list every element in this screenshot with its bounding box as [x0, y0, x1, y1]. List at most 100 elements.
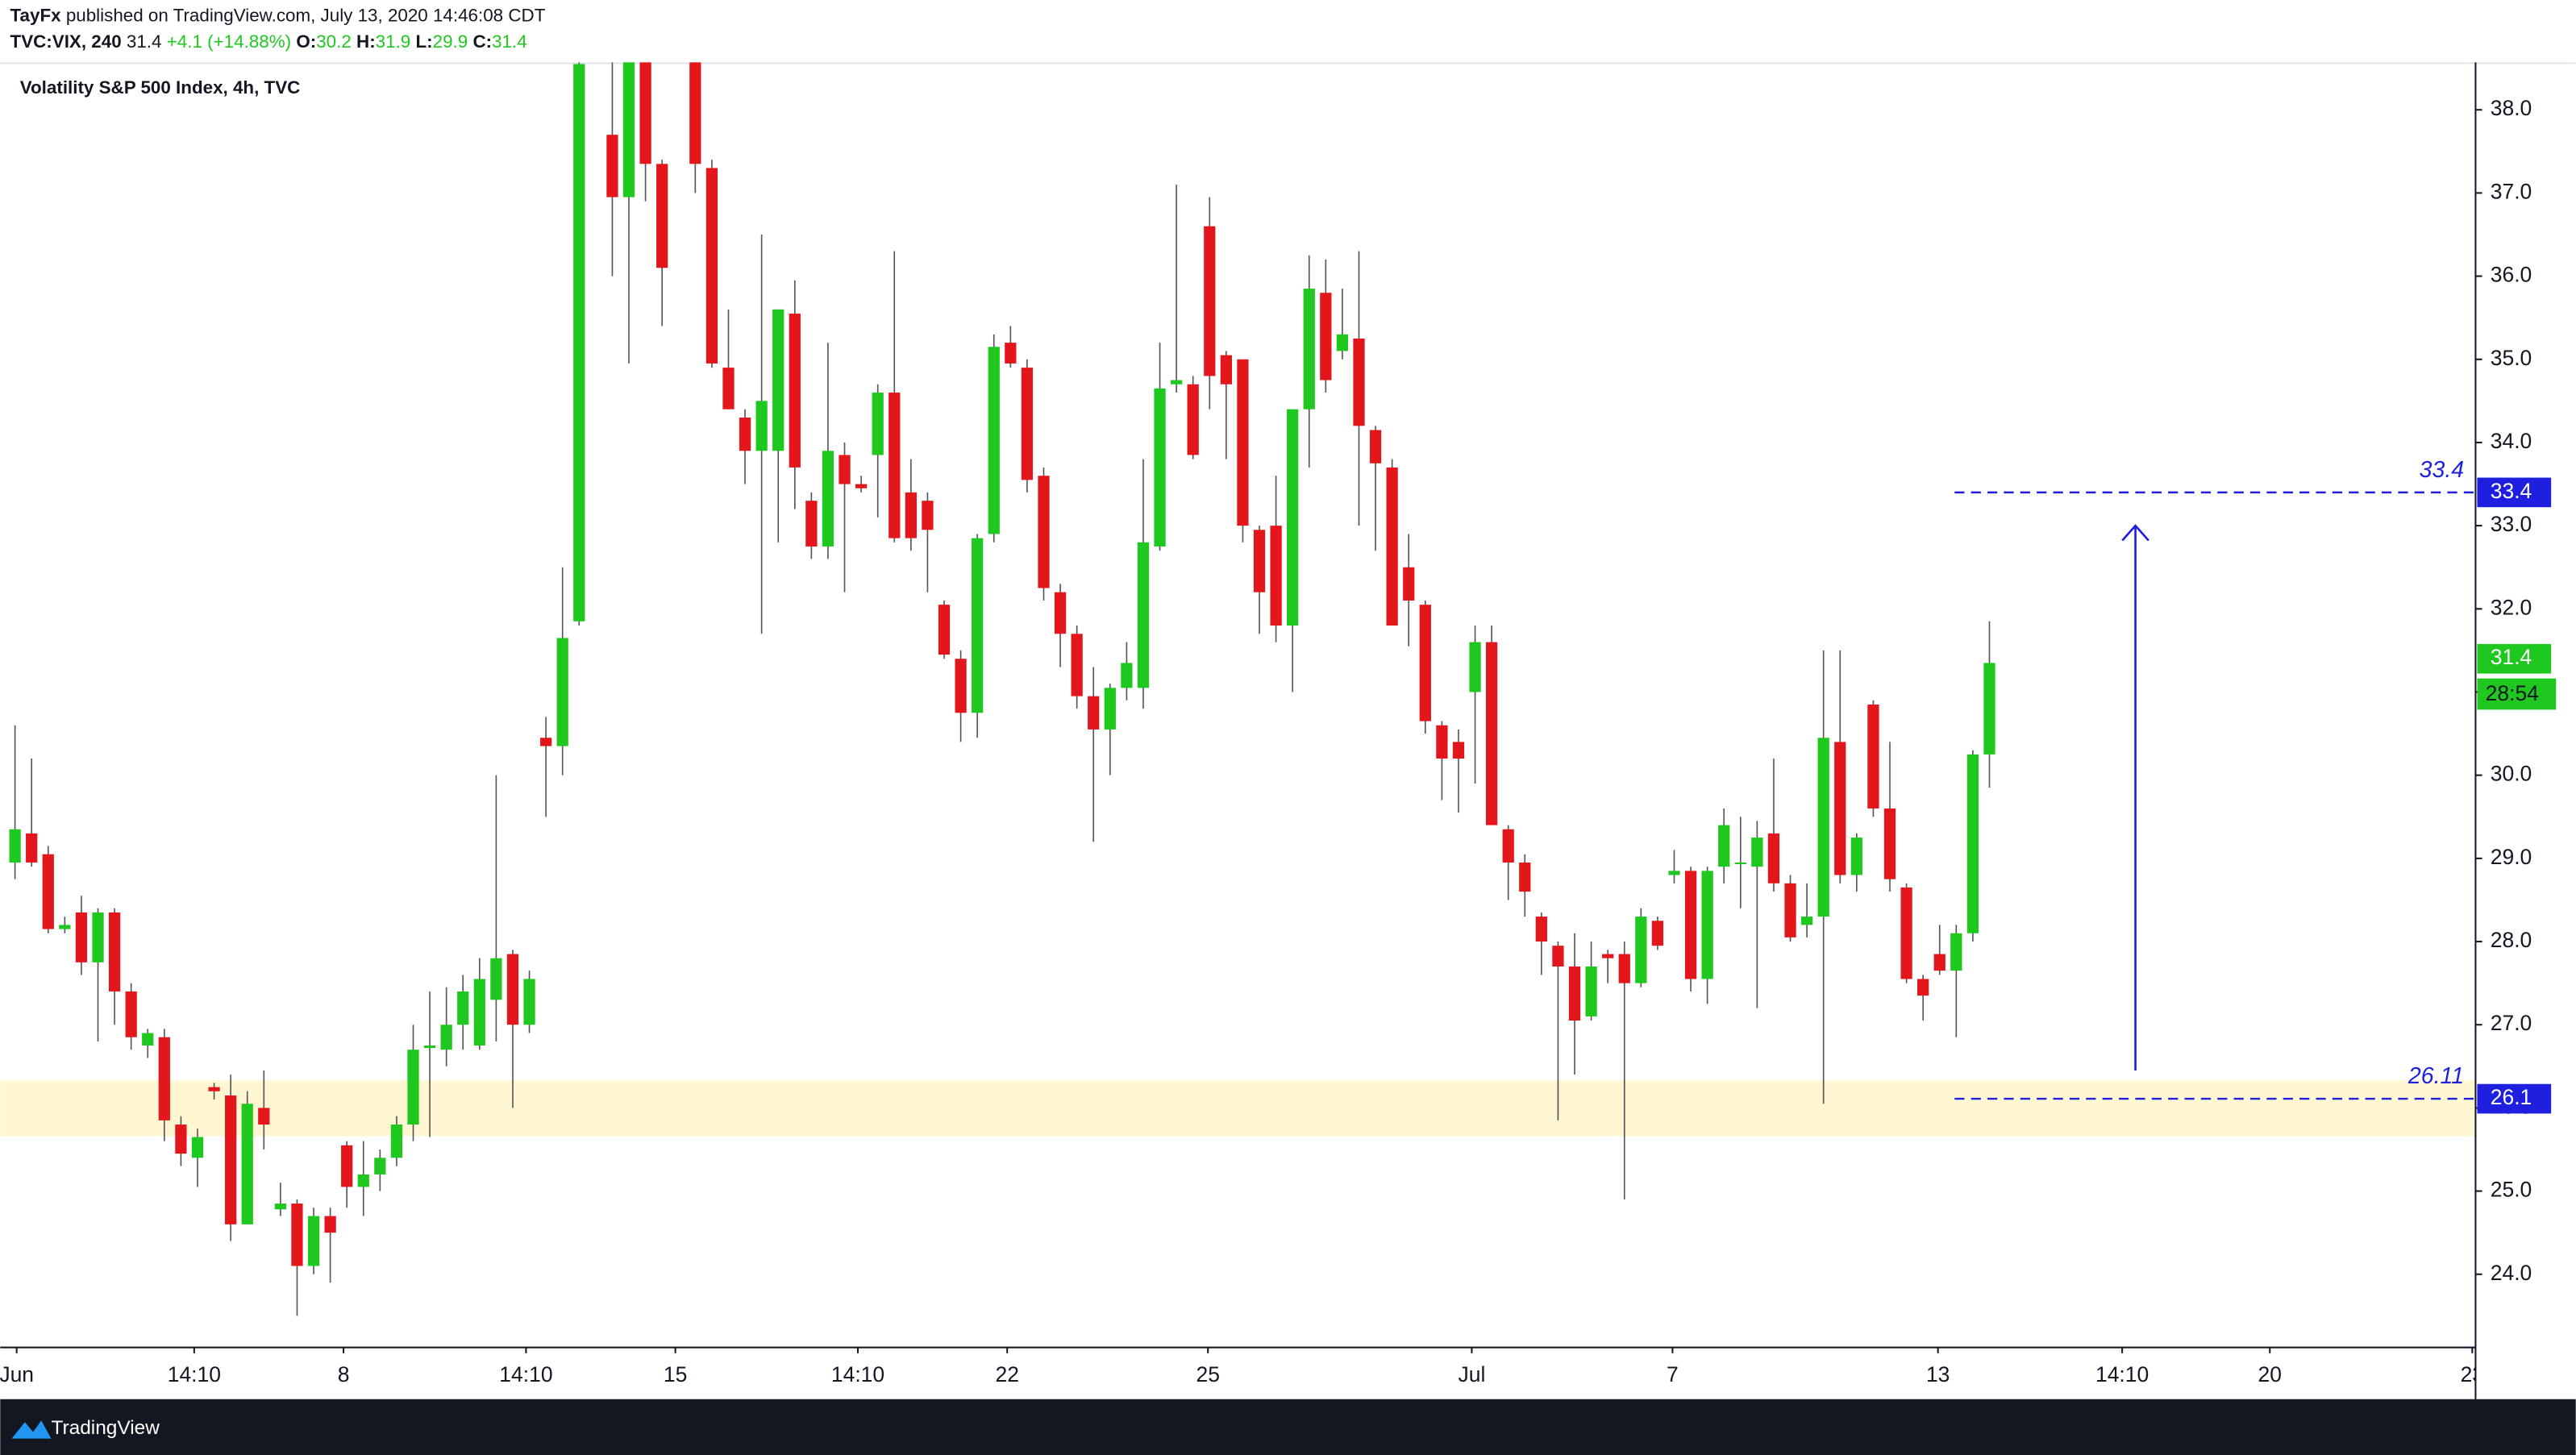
candle-body: [142, 1033, 154, 1046]
candle-body: [291, 1203, 303, 1266]
y-tick-label: 35.0: [2491, 346, 2532, 370]
candle-body: [1966, 754, 1979, 933]
candle-body: [407, 1050, 419, 1125]
y-tick-label: 37.0: [2491, 179, 2532, 203]
candle-body: [689, 62, 701, 164]
candle-body: [1900, 887, 1912, 979]
level-label: 33.4: [2420, 457, 2465, 483]
candle-body: [1817, 738, 1829, 917]
candle-body: [1950, 933, 1962, 971]
ohlc-value: 29.9: [433, 31, 468, 52]
ohlc-key: L:: [415, 31, 432, 52]
candle-body: [490, 958, 502, 1000]
level-tag: [2477, 477, 2552, 508]
candle-body: [473, 979, 485, 1046]
candle-body: [1170, 380, 1183, 385]
top-border: [0, 62, 2576, 64]
candle-body: [872, 393, 884, 455]
y-tick-label: 30.0: [2491, 762, 2532, 786]
candle-body: [1336, 334, 1349, 351]
candle-body: [1204, 226, 1216, 376]
candle-body: [1983, 663, 1995, 755]
candle-body: [1253, 530, 1266, 592]
candle-body: [374, 1158, 386, 1174]
level-tag-label: 26.1: [2491, 1085, 2532, 1109]
candle-body: [622, 62, 635, 197]
y-tick-label: 24.0: [2491, 1261, 2532, 1285]
candle-body: [822, 451, 834, 547]
x-tick-label: Jul: [1458, 1362, 1485, 1386]
y-tick-label: 25.0: [2491, 1178, 2532, 1202]
candle-body: [1386, 467, 1398, 626]
candle-body: [258, 1108, 270, 1125]
candle-body: [1485, 642, 1498, 825]
x-tick-label: 20: [2258, 1362, 2282, 1386]
x-tick-label: Jun: [0, 1362, 34, 1386]
x-axis: Jun 14:10 8 14:10 15 14:10 22 25 Jul 7 13 14:10 20 23: [0, 1346, 2484, 1386]
author: TayFx: [10, 5, 62, 25]
candle-body: [1320, 293, 1332, 380]
candle-body: [307, 1216, 320, 1266]
x-tick-label: 23: [2461, 1362, 2484, 1386]
candle-body: [1668, 871, 1680, 875]
candle-body: [1237, 359, 1249, 526]
candle-body: [390, 1125, 403, 1158]
candle-body: [1867, 704, 1879, 809]
candle-body: [1104, 688, 1116, 730]
candle-body: [1452, 742, 1465, 759]
candle-body: [988, 347, 1000, 534]
candle-body: [1684, 871, 1697, 979]
candle-body: [922, 501, 934, 530]
candle-body: [357, 1174, 369, 1187]
ohlc-value: 31.4: [492, 31, 527, 52]
x-tick-label: 22: [995, 1362, 1018, 1386]
candle-body: [805, 501, 818, 547]
candle-body: [59, 925, 71, 929]
candle-body: [955, 659, 967, 713]
candle-body: [1651, 921, 1664, 946]
candle-body: [1519, 863, 1531, 892]
candle-body: [1220, 355, 1232, 385]
candle-body: [1552, 946, 1564, 967]
candle-body: [1933, 954, 1946, 971]
candle-body: [938, 605, 951, 655]
candle-body: [1701, 871, 1713, 979]
change: +4.1 (+14.88%): [167, 31, 291, 52]
candle-body: [1751, 838, 1763, 867]
x-tick-label: 14:10: [168, 1362, 221, 1386]
candle-body: [1602, 954, 1614, 958]
countdown-tag: [2477, 678, 2557, 710]
countdown-label: 28:54: [2486, 681, 2539, 705]
candle-body: [1502, 829, 1514, 863]
candle-body: [705, 168, 718, 364]
candle-body: [1287, 409, 1299, 626]
y-tick-label: 32.0: [2491, 595, 2532, 619]
ohlc-value: 30.2: [316, 31, 352, 52]
candle-body: [1635, 917, 1647, 983]
candle-body: [1137, 542, 1150, 688]
candle-body: [1005, 343, 1017, 364]
candle-body: [1767, 833, 1780, 883]
candle-body: [1369, 430, 1382, 464]
candle-body: [506, 954, 519, 1025]
plot-area: [0, 62, 2476, 1316]
candle-body: [457, 991, 469, 1025]
support-zone: [0, 1080, 2476, 1137]
candle-body: [241, 1104, 253, 1224]
candle-body: [26, 833, 38, 863]
candle-body: [42, 854, 54, 929]
brand: TradingView: [51, 1417, 160, 1439]
candle-body: [1071, 634, 1083, 696]
candle-body: [1834, 742, 1846, 875]
candle-body: [573, 64, 585, 621]
candle-body: [1568, 967, 1581, 1021]
candle-body: [1088, 696, 1100, 730]
last-price-tag: [2477, 643, 2552, 674]
candle-body: [1535, 917, 1547, 942]
candle-body: [639, 62, 651, 164]
candle-body: [92, 912, 104, 962]
x-tick-label: 7: [1667, 1362, 1679, 1386]
y-tick-label: 34.0: [2491, 429, 2532, 453]
candle-body: [423, 1046, 436, 1049]
